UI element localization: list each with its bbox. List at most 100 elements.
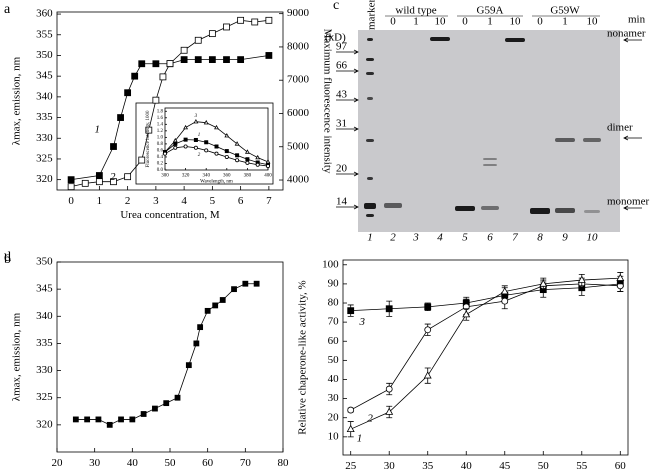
x-tick-label: 5 [210, 195, 216, 207]
point [385, 407, 394, 415]
point [152, 405, 158, 412]
y-tick-label: 30 [328, 392, 340, 404]
y2-axis-label: Maximum fluorescence intensity [321, 29, 333, 174]
y-tick-label: 60 [328, 335, 340, 347]
point [193, 118, 199, 124]
gel-band [583, 138, 601, 142]
y-axis-label: λmax, emission, nm [11, 56, 23, 145]
lane-number: 5 [462, 232, 468, 244]
y-tick-label: 1.6 [157, 116, 164, 121]
time-label: 10 [587, 16, 599, 28]
y-tick-label: 330 [36, 132, 53, 144]
gel-band [483, 158, 497, 160]
curve-label: 2 [367, 413, 373, 425]
mw-label: 20 [336, 163, 348, 175]
point [265, 164, 270, 169]
point [245, 157, 250, 162]
x-tick-label: 6 [238, 195, 244, 207]
y-tick-label: 350 [36, 256, 53, 268]
point [193, 340, 200, 347]
gel-band [584, 210, 600, 213]
y-tick-label: 350 [36, 49, 53, 61]
y-tick-label: 330 [36, 364, 53, 376]
mw-label: 31 [336, 118, 347, 130]
point [166, 60, 174, 67]
band-arrow [623, 37, 642, 43]
point [197, 324, 204, 331]
point [138, 156, 146, 164]
mw-arrow [336, 171, 359, 177]
point [118, 416, 124, 423]
point [223, 23, 230, 31]
chart: 0 1 2 3 4 5 6 732032533033534034535035536040005… [4, 2, 333, 221]
mw-arrow [336, 49, 359, 55]
gel-band [455, 206, 475, 211]
x-tick-label: 25 [345, 460, 357, 472]
mw-label: 97 [336, 41, 348, 53]
x-tick-label: 45 [499, 460, 511, 472]
point [501, 297, 509, 305]
point [180, 46, 188, 54]
point [131, 72, 139, 80]
panel-label: d [4, 250, 11, 265]
point [265, 52, 273, 59]
x-tick-label: 50 [165, 457, 177, 469]
point [138, 60, 146, 68]
x-tick-label: 1 [97, 195, 103, 207]
point [234, 141, 240, 146]
point [577, 275, 586, 283]
point [204, 307, 211, 314]
point [235, 153, 240, 158]
y-tick-label: 0.2 [157, 162, 164, 167]
time-label: 0 [390, 16, 396, 28]
point [67, 183, 75, 191]
y-tick-label: 335 [36, 111, 53, 123]
point [347, 307, 355, 315]
point [347, 406, 355, 414]
point [193, 145, 198, 150]
point [208, 30, 216, 38]
curve-label: 2 [198, 153, 201, 158]
point [255, 162, 260, 167]
lane-number: 8 [537, 232, 543, 244]
x-tick-label: 40 [127, 457, 139, 469]
point [214, 124, 219, 130]
point [224, 149, 229, 154]
point [162, 151, 167, 156]
y-tick-label: 0.8 [157, 142, 164, 147]
gel-band [530, 208, 550, 214]
point [124, 89, 132, 97]
gel-band [364, 203, 376, 209]
point [255, 154, 261, 160]
point [235, 158, 240, 163]
y-tick-label: 100 [322, 258, 339, 270]
x-tick-label: 3 [153, 195, 159, 207]
point [173, 145, 178, 150]
y-tick-label: 320 [36, 418, 53, 430]
point [212, 302, 219, 309]
point [117, 114, 124, 121]
point [194, 56, 202, 64]
point [204, 148, 209, 153]
point [462, 310, 471, 318]
point [231, 286, 237, 293]
lane-number: 10 [587, 232, 599, 244]
y2-tick-label: 5000 [287, 140, 310, 152]
lane-number: 9 [562, 232, 568, 244]
y-tick-label: 335 [36, 337, 53, 349]
point [214, 151, 219, 156]
point [183, 144, 188, 149]
y-tick-label: 1.8 [157, 109, 164, 114]
point [163, 400, 170, 407]
x-tick-label: 340 [202, 173, 210, 178]
x-tick-label: 60 [202, 457, 214, 469]
time-unit: min [628, 14, 646, 26]
chart: 25 30 35 40 45 50 55 60 10 20 30 40 50 60 70 80 90 100 Tem… [4, 250, 629, 472]
curve-label: 1 [95, 124, 101, 136]
curve-label: 1 [357, 433, 363, 445]
point [237, 56, 245, 64]
mw-label: 66 [336, 60, 348, 72]
point [95, 172, 103, 179]
y-tick-label: 90 [328, 277, 340, 289]
